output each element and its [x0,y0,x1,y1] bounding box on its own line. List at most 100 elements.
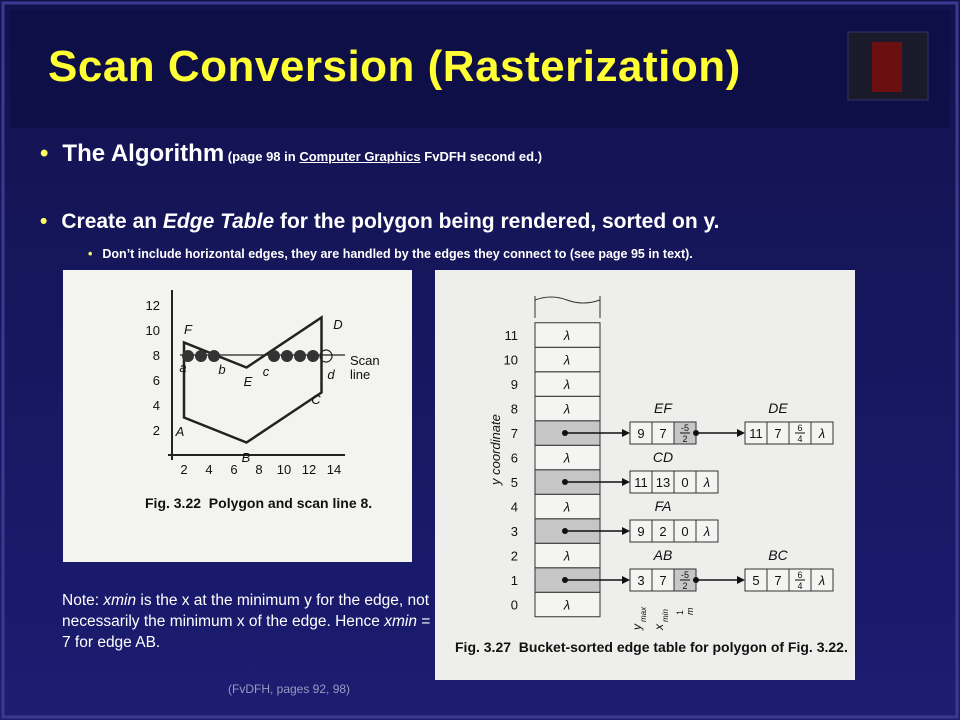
cell [695,519,719,543]
label: 12 [146,298,160,313]
label: line [350,367,370,382]
label: 0 [511,598,518,613]
bucket [534,371,601,397]
label: D [333,317,342,332]
label: 2 [659,524,666,539]
arrow-head [622,429,630,437]
label: FA [655,498,672,514]
label: λ [703,475,710,490]
label: 11 [505,328,519,343]
label: y coordinate [488,414,503,486]
label: a [179,360,186,375]
label: 1 [511,573,518,588]
label: λ [563,328,570,343]
label: 2 [511,549,518,564]
label: 6 [153,373,160,388]
bullet: • The Algorithm (page 98 in Computer Grap… [40,140,543,167]
label: 0 [681,475,688,490]
label: EF [654,400,673,416]
open-pixel [319,349,333,363]
cell [695,470,719,494]
label: -5 [681,570,689,580]
label: 7 [774,426,781,441]
label: 4 [205,462,212,477]
bucket [534,493,601,520]
label: λ [563,451,570,466]
bullet-lead: The Algorithm [62,140,225,167]
bucket [534,444,601,471]
sub-bullet: • Don’t include horizontal edges, they ar… [88,247,693,261]
label: 9 [637,524,644,539]
label: 7 [511,426,518,441]
text: Note: [62,592,104,609]
label: 5 [752,573,759,588]
label: λ [563,377,570,392]
label: x [652,623,666,631]
book: Computer Graphics [299,149,421,164]
label: c [263,364,270,379]
label: d [327,367,335,382]
pixel [294,350,306,362]
text: Don’t include horizontal edges, they are… [102,247,693,261]
label: 10 [504,353,518,368]
note: Note: xmin is the x at the minimum y for… [62,590,432,653]
bucket [534,591,601,618]
label: Fig. 3.22 Polygon and scan line 8. [145,495,372,511]
label: 11 [749,426,763,441]
bucket [534,346,601,373]
label: 3 [511,524,518,539]
label: λ [563,549,570,564]
label: B [242,450,251,465]
label: 0 [681,524,688,539]
label: 14 [327,462,341,477]
torn-edge [534,296,601,304]
label: λ [563,598,570,613]
polygon [182,315,323,444]
label: 2 [180,462,187,477]
arrow-head [622,478,630,486]
label: 2 [153,423,160,438]
label: DE [768,400,788,416]
label: 8 [511,402,518,417]
credit: (FvDFH, pages 92, 98) [228,682,351,696]
label: 2 [682,434,687,444]
label: 3 [637,573,644,588]
label: m [685,607,695,615]
label: max [639,606,648,622]
label: F [184,322,193,337]
label: λ [818,426,825,441]
label: 9 [637,426,644,441]
arrow-head [622,576,630,584]
label: 7 [659,573,666,588]
label: 8 [255,462,262,477]
title: Scan Conversion (Rasterization) [48,42,741,91]
label: E [244,374,253,389]
label: 8 [153,348,160,363]
bullet: • Create an Edge Table for the polygon be… [40,210,720,233]
pixel [208,350,220,362]
label: 4 [153,398,160,413]
emph: Edge Table [162,210,275,233]
label: λ [563,353,570,368]
pixel [307,350,319,362]
label: AB [653,547,673,563]
text: Create an [61,210,163,233]
label: 13 [656,475,670,490]
label: 7 [774,573,781,588]
label: Scan [350,353,380,368]
pixel [268,350,280,362]
label: 1 [675,610,685,615]
text: for the polygon being rendered, sorted o… [274,210,720,233]
label: λ [818,573,825,588]
label: 11 [634,475,648,490]
text: = 7 for edge AB. [62,613,431,651]
ref: (page 98 in [224,149,300,164]
title-band [10,10,950,128]
ref: FvDFH second ed.) [420,149,543,164]
label: 10 [146,323,160,338]
label: b [218,362,225,377]
figure-3-22 [63,270,412,562]
bucket [534,322,601,348]
